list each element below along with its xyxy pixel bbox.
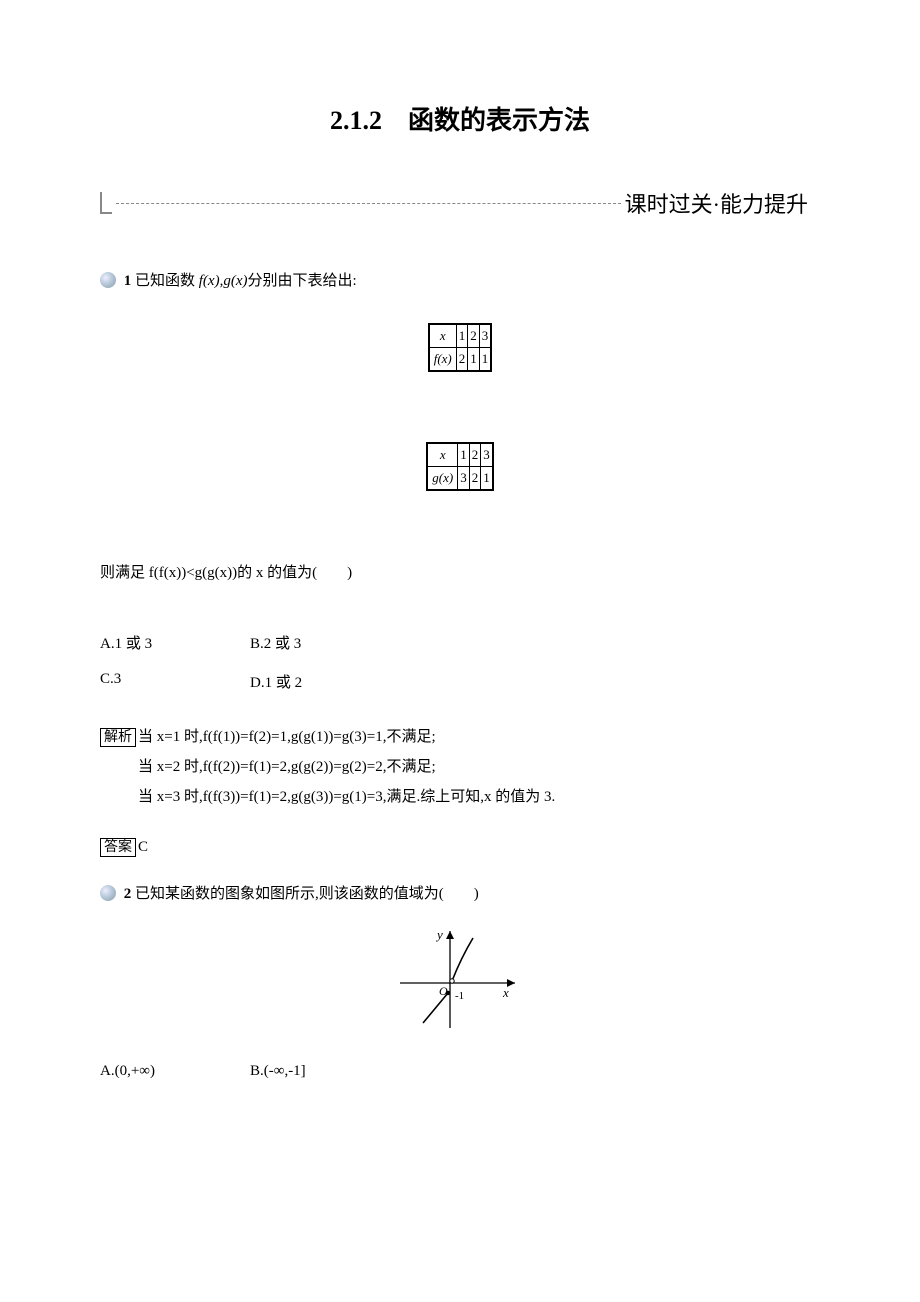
explain-line-2: 当 x=2 时,f(f(2))=f(1)=2,g(g(2))=g(2)=2,不满… xyxy=(138,752,820,782)
answer-label: 答案 xyxy=(100,838,136,857)
axis-x-label: x xyxy=(502,985,509,1000)
q1-fx: f(x) xyxy=(199,273,220,289)
bullet-icon xyxy=(100,272,116,288)
q1-stem: 则满足 f(f(x))<g(g(x))的 x 的值为( ) xyxy=(100,561,820,582)
corner-decoration xyxy=(100,192,112,214)
q1-prompt: 1 已知函数 f(x),g(x)分别由下表给出: xyxy=(100,269,820,293)
section-divider: 课时过关·能力提升 xyxy=(100,187,820,219)
table-cell: 2 xyxy=(469,443,481,467)
table-cell: 1 xyxy=(458,443,470,467)
table-row: f(x) 2 1 1 xyxy=(429,348,492,372)
q2-graph: x y O -1 xyxy=(395,923,525,1033)
explain-line-1: 解析当 x=1 时,f(f(1))=f(2)=1,g(g(1))=g(3)=1,… xyxy=(100,722,820,752)
explain-label: 解析 xyxy=(100,728,136,747)
table-cell: 3 xyxy=(481,443,493,467)
table-cell: 3 xyxy=(458,467,470,491)
page-title: 2.1.2 函数的表示方法 xyxy=(100,100,820,137)
origin-label: O xyxy=(439,984,448,998)
explain-line-3: 当 x=3 时,f(f(3))=f(1)=2,g(g(3))=g(1)=3,满足… xyxy=(138,782,820,812)
table-cell: 1 xyxy=(456,324,468,348)
tables-container: x 1 2 3 f(x) 2 1 1 x 1 2 3 g(x) 3 2 1 xyxy=(100,323,820,491)
table-cell: 2 xyxy=(456,348,468,372)
option-b: B.2 或 3 xyxy=(250,632,450,653)
q2-options: A.(0,+∞) B.(-∞,-1] xyxy=(100,1063,820,1080)
table-row-label: g(x) xyxy=(427,467,457,491)
table-cell: 1 xyxy=(468,348,480,372)
explain-text-1: 当 x=1 时,f(f(1))=f(2)=1,g(g(1))=g(3)=1,不满… xyxy=(138,729,436,745)
bullet-icon xyxy=(100,885,116,901)
option-a: A.(0,+∞) xyxy=(100,1063,250,1080)
q2-prompt: 2 已知某函数的图象如图所示,则该函数的值域为( ) xyxy=(100,882,820,903)
option-d: D.1 或 2 xyxy=(250,671,450,692)
q1-answer: 答案C xyxy=(100,832,820,862)
table-row: x 1 2 3 xyxy=(427,443,492,467)
q1-text-post: 分别由下表给出: xyxy=(248,273,357,289)
q2-number: 2 xyxy=(124,886,132,902)
option-b: B.(-∞,-1] xyxy=(250,1063,450,1080)
neg1-label: -1 xyxy=(455,990,464,1002)
q1-options: A.1 或 3 B.2 或 3 C.3 D.1 或 2 xyxy=(100,632,820,692)
option-c: C.3 xyxy=(100,671,250,692)
q1-gx: g(x) xyxy=(223,273,247,289)
q1-text-pre: 已知函数 xyxy=(135,273,199,289)
table-header-label: x xyxy=(429,324,457,348)
q1-stem-text: 则满足 f(f(x))<g(g(x))的 x 的值为( ) xyxy=(100,565,352,581)
table-cell: 2 xyxy=(468,324,480,348)
table-header-label: x xyxy=(427,443,457,467)
q1-number: 1 xyxy=(124,273,132,289)
q1-explanation: 解析当 x=1 时,f(f(1))=f(2)=1,g(g(1))=g(3)=1,… xyxy=(100,722,820,812)
axis-y-label: y xyxy=(435,927,443,942)
table-cell: 1 xyxy=(481,467,493,491)
table-cell: 2 xyxy=(469,467,481,491)
answer-value: C xyxy=(138,839,148,855)
table-row: g(x) 3 2 1 xyxy=(427,467,492,491)
table-g: x 1 2 3 g(x) 3 2 1 xyxy=(426,442,493,491)
table-row-label: f(x) xyxy=(429,348,457,372)
table-cell: 3 xyxy=(479,324,491,348)
option-a: A.1 或 3 xyxy=(100,632,250,653)
table-cell: 1 xyxy=(479,348,491,372)
q2-text: 已知某函数的图象如图所示,则该函数的值域为( ) xyxy=(135,886,479,902)
table-f: x 1 2 3 f(x) 2 1 1 xyxy=(428,323,493,372)
section-label: 课时过关·能力提升 xyxy=(625,187,808,219)
dashed-line xyxy=(116,203,621,204)
q2-graph-container: x y O -1 xyxy=(100,923,820,1033)
table-row: x 1 2 3 xyxy=(429,324,492,348)
